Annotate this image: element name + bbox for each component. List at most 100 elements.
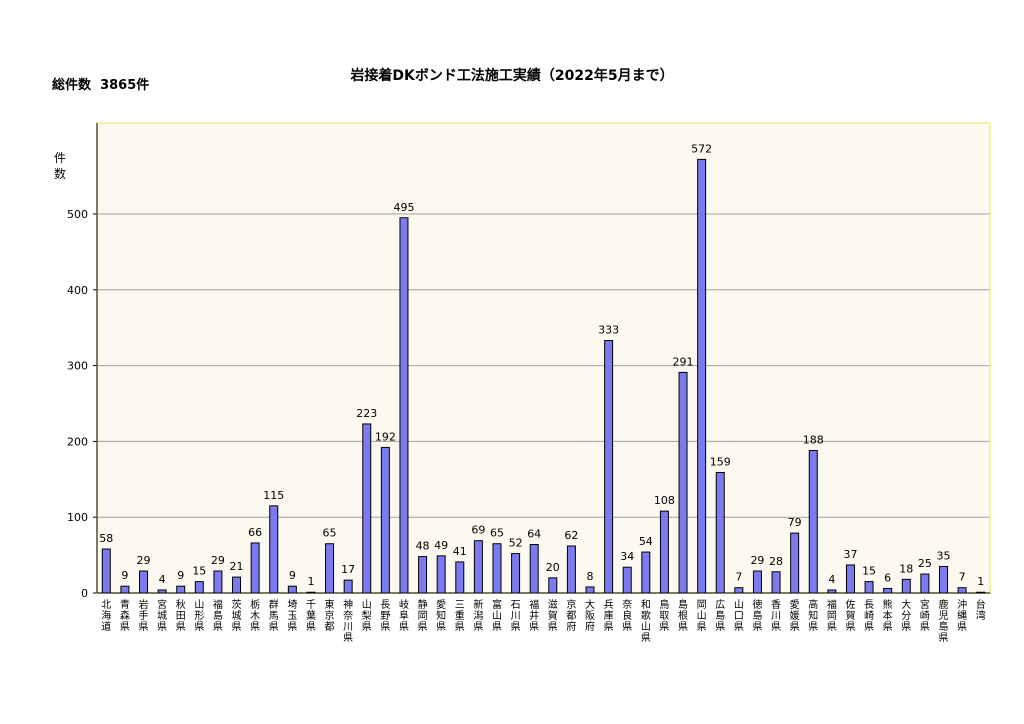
data-label: 64 bbox=[527, 527, 541, 540]
data-label: 20 bbox=[546, 561, 560, 574]
bar bbox=[436, 555, 446, 594]
data-label: 29 bbox=[211, 554, 225, 567]
bar bbox=[492, 543, 502, 594]
bar bbox=[157, 589, 167, 594]
x-tick-label: 群馬県 bbox=[269, 598, 279, 633]
x-tick-label: 和歌山県 bbox=[641, 599, 651, 644]
data-label: 4 bbox=[828, 573, 835, 586]
data-label: 69 bbox=[471, 524, 485, 537]
x-tick-label: 宮城県 bbox=[157, 598, 167, 633]
x-tick-label: 鹿児島県 bbox=[938, 598, 948, 644]
y-axis-label-char: 件 bbox=[54, 151, 66, 165]
data-label: 65 bbox=[323, 527, 337, 540]
x-tick-label: 栃木県 bbox=[250, 598, 260, 633]
x-tick-label: 岐阜県 bbox=[399, 598, 409, 633]
bar bbox=[734, 587, 744, 594]
y-tick-label: 500 bbox=[67, 208, 88, 221]
x-tick-label: 台湾 bbox=[976, 598, 986, 622]
bar bbox=[585, 586, 595, 594]
x-tick-label: 香川県 bbox=[771, 599, 781, 633]
x-tick-label: 島根県 bbox=[678, 598, 688, 633]
x-tick-label: 佐賀県 bbox=[845, 599, 855, 633]
data-label: 108 bbox=[654, 494, 675, 507]
x-tick-label: 北海道 bbox=[101, 599, 111, 633]
x-tick-label: 秋田県 bbox=[176, 598, 186, 633]
x-tick-label: 兵庫県 bbox=[604, 598, 614, 633]
bar bbox=[976, 591, 986, 594]
data-label: 291 bbox=[673, 355, 694, 368]
x-tick-label: 千葉県 bbox=[306, 599, 316, 633]
x-tick-label: 三重県 bbox=[455, 600, 465, 633]
x-tick-label: 徳島県 bbox=[752, 598, 762, 633]
data-label: 9 bbox=[289, 569, 296, 582]
x-tick-label: 福岡県 bbox=[827, 598, 837, 633]
x-tick-label: 鳥取県 bbox=[659, 598, 669, 633]
y-tick-label: 0 bbox=[81, 587, 88, 600]
bar bbox=[938, 565, 948, 594]
x-tick-label: 福井県 bbox=[529, 598, 539, 633]
bar bbox=[139, 570, 149, 594]
data-label: 572 bbox=[691, 142, 712, 155]
data-label: 188 bbox=[803, 433, 824, 446]
data-label: 66 bbox=[248, 526, 262, 539]
total-label: 総件数 bbox=[52, 78, 92, 93]
x-tick-label: 新潟県 bbox=[473, 598, 483, 633]
chart-title: 岩接着DKボンド工法施工実績（2022年5月まで） bbox=[350, 68, 674, 84]
bar bbox=[622, 566, 632, 594]
bar bbox=[864, 581, 874, 594]
bar bbox=[455, 561, 465, 594]
bar bbox=[399, 217, 409, 594]
bar bbox=[362, 423, 372, 594]
bar bbox=[380, 446, 390, 594]
total-value: 3865件 bbox=[100, 78, 150, 93]
bar bbox=[418, 556, 428, 594]
bar bbox=[548, 577, 558, 594]
bar bbox=[101, 548, 111, 594]
y-tick-label: 100 bbox=[67, 511, 88, 524]
x-tick-label: 東京都 bbox=[325, 598, 335, 633]
x-tick-label: 滋賀県 bbox=[548, 598, 558, 633]
x-tick-label: 山梨県 bbox=[362, 599, 372, 633]
bar bbox=[771, 571, 781, 594]
bar bbox=[752, 570, 762, 594]
x-tick-label: 大阪府 bbox=[585, 598, 595, 633]
data-label: 333 bbox=[598, 324, 619, 337]
x-tick-label: 広島県 bbox=[715, 598, 725, 633]
bar bbox=[529, 543, 539, 594]
bar bbox=[808, 449, 818, 594]
bar bbox=[920, 573, 930, 594]
x-tick-label: 宮崎県 bbox=[920, 598, 930, 633]
data-label: 15 bbox=[192, 565, 206, 578]
bar bbox=[566, 545, 576, 594]
bar bbox=[176, 585, 186, 594]
bar bbox=[232, 576, 242, 594]
bar bbox=[659, 510, 669, 594]
x-tick-label: 山形県 bbox=[194, 599, 204, 633]
data-label: 495 bbox=[393, 201, 414, 214]
x-tick-label: 福島県 bbox=[213, 598, 223, 633]
data-label: 9 bbox=[121, 569, 128, 582]
x-tick-label: 長崎県 bbox=[864, 599, 874, 633]
data-label: 79 bbox=[788, 516, 802, 529]
data-label: 37 bbox=[843, 548, 857, 561]
data-label: 7 bbox=[735, 571, 742, 584]
data-label: 1 bbox=[977, 575, 984, 588]
bar bbox=[250, 542, 260, 594]
data-label: 6 bbox=[884, 571, 891, 584]
data-label: 15 bbox=[862, 565, 876, 578]
bar bbox=[827, 589, 837, 594]
x-tick-label: 富山県 bbox=[492, 598, 502, 633]
x-tick-label: 愛知県 bbox=[436, 598, 446, 633]
data-label: 115 bbox=[263, 489, 284, 502]
plot-area bbox=[97, 123, 990, 593]
bar bbox=[604, 340, 614, 594]
x-tick-label: 熊本県 bbox=[883, 598, 893, 633]
data-label: 29 bbox=[137, 554, 151, 567]
bar bbox=[325, 543, 335, 594]
x-tick-label: 山口県 bbox=[734, 599, 744, 633]
bar bbox=[343, 579, 353, 594]
x-tick-label: 高知県 bbox=[808, 598, 818, 633]
bar bbox=[306, 591, 316, 594]
data-label: 192 bbox=[375, 430, 396, 443]
y-tick-label: 400 bbox=[67, 284, 88, 297]
